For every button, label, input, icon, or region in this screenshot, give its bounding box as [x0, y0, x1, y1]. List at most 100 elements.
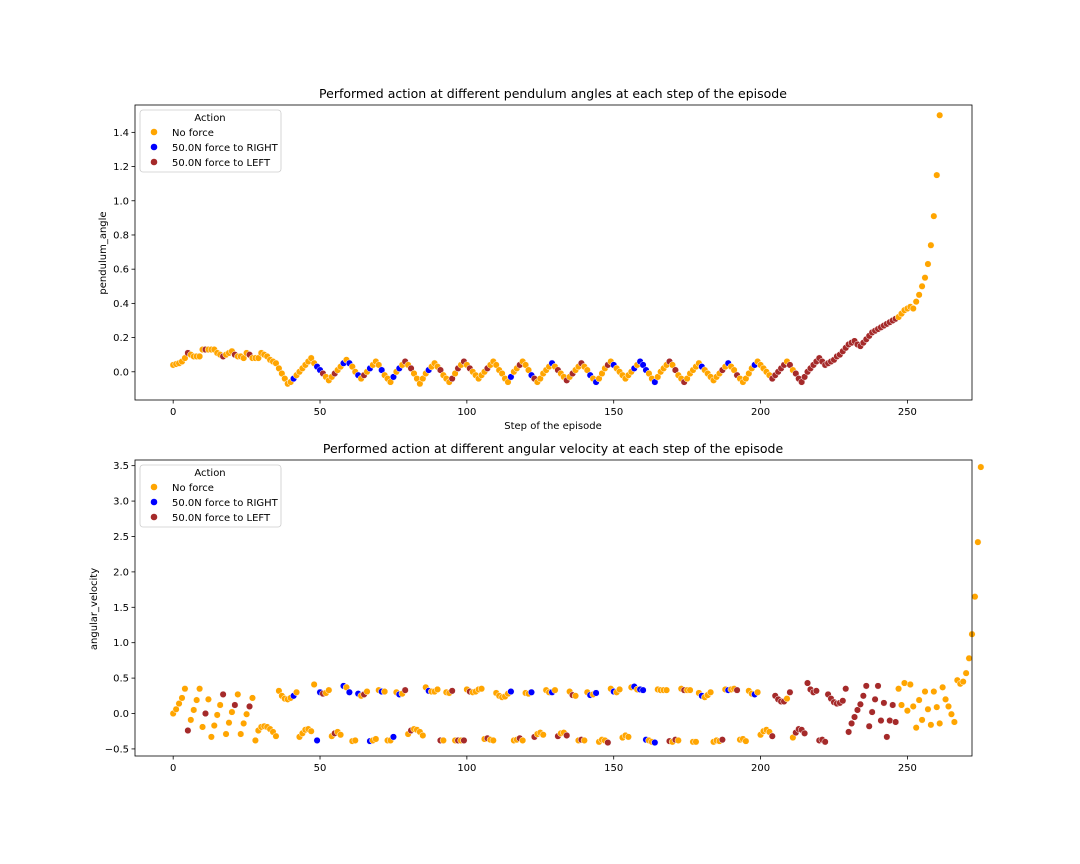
chart-top-legend-marker-left	[150, 158, 158, 166]
data-point-right	[313, 736, 321, 744]
data-point-no-force	[222, 730, 230, 738]
data-point-left	[856, 700, 864, 708]
data-point-right	[651, 739, 659, 747]
data-point-no-force	[272, 732, 280, 740]
y-tick-label: −0.5	[105, 744, 129, 755]
chart-bottom-ylabel: angular_velocity	[89, 568, 100, 650]
data-point-left	[839, 697, 847, 705]
data-point-left	[245, 702, 254, 710]
data-point-no-force	[942, 695, 950, 703]
chart-top-legend-box	[139, 109, 282, 173]
x-tick-label: 100	[457, 763, 476, 774]
data-point-left	[853, 706, 862, 714]
chart-bottom-legend-marker-right	[150, 498, 158, 506]
data-point-no-force	[933, 171, 941, 179]
data-point-left	[877, 717, 885, 725]
data-point-no-force	[187, 716, 195, 724]
chart-bottom-ticks	[131, 465, 908, 760]
y-tick-label: 1.0	[113, 638, 129, 649]
data-point-no-force	[915, 291, 923, 299]
data-point-no-force	[372, 735, 380, 743]
data-point-no-force	[936, 111, 944, 119]
chart-bottom-legend-label-no-force: No force	[172, 483, 214, 494]
chart-top-ylabel: pendulum_angle	[98, 211, 109, 294]
data-point-no-force	[292, 688, 301, 696]
data-point-left	[768, 732, 776, 740]
data-point-no-force	[783, 695, 791, 703]
data-point-right	[345, 688, 353, 696]
chart-top-legend-title: Action	[194, 113, 225, 124]
chart-top-ticks	[131, 131, 908, 404]
chart-top-legend-label-right: 50.0N force to RIGHT	[172, 143, 279, 154]
x-tick-label: 150	[604, 763, 623, 774]
data-point-no-force	[243, 710, 251, 718]
data-point-left	[871, 695, 879, 703]
y-tick-label: 2.0	[113, 567, 129, 578]
data-point-no-force	[225, 719, 233, 727]
data-point-no-force	[351, 736, 359, 744]
data-point-left	[859, 692, 867, 700]
data-point-no-force	[325, 686, 333, 694]
chart-top-axes-frame	[134, 104, 973, 401]
data-point-no-force	[616, 685, 624, 693]
data-point-no-force	[971, 593, 979, 601]
chart-top-ytick-labels: 0.0 0.2 0.4 0.6 0.8 1.0 1.2 1.4	[113, 128, 129, 378]
chart-top-xlabel: Step of the episode	[504, 421, 601, 432]
data-point-no-force	[196, 352, 204, 360]
data-point-no-force	[519, 736, 527, 744]
data-point-left	[845, 728, 853, 736]
data-point-no-force	[754, 688, 762, 696]
data-point-no-force	[936, 719, 944, 727]
data-point-left	[448, 687, 456, 695]
data-point-no-force	[918, 716, 926, 724]
data-point-no-force	[489, 736, 497, 744]
data-point-no-force	[895, 685, 903, 693]
data-point-no-force	[207, 733, 215, 741]
data-point-no-force	[433, 685, 442, 693]
data-point-no-force	[897, 701, 906, 709]
chart-top-legend-label-left: 50.0N force to LEFT	[172, 158, 271, 169]
data-point-no-force	[663, 686, 671, 694]
data-point-no-force	[478, 685, 486, 693]
y-tick-label: 1.0	[113, 196, 129, 207]
data-point-no-force	[903, 707, 911, 715]
data-point-no-force	[213, 711, 221, 719]
y-tick-label: 1.5	[113, 603, 129, 614]
data-point-left	[219, 690, 227, 698]
data-point-left	[604, 739, 612, 747]
data-point-no-force	[927, 241, 935, 249]
x-tick-label: 50	[314, 407, 327, 418]
y-tick-label: 0.0	[113, 367, 129, 378]
y-tick-label: 0.5	[113, 674, 129, 685]
data-point-no-force	[944, 702, 953, 710]
data-point-right	[592, 689, 600, 697]
data-point-no-force	[240, 719, 248, 727]
data-point-no-force	[939, 683, 947, 691]
chart-bottom-legend-box	[139, 464, 282, 528]
data-point-no-force	[686, 686, 694, 694]
data-point-right	[639, 686, 647, 694]
x-tick-label: 250	[898, 407, 917, 418]
chart-bottom-title: Performed action at different angular ve…	[323, 441, 784, 456]
data-point-no-force	[927, 721, 935, 729]
data-point-no-force	[310, 680, 318, 689]
data-point-no-force	[248, 694, 257, 702]
data-point-no-force	[912, 724, 920, 732]
data-point-left	[886, 717, 894, 725]
data-point-no-force	[539, 731, 547, 739]
chart-bottom-legend: Action No force 50.0N force to RIGHT 50.…	[139, 464, 282, 528]
data-point-no-force	[337, 731, 345, 739]
y-tick-label: 1.2	[113, 162, 129, 173]
chart-bottom-xtick-labels: 0 50 100 150 200 250	[170, 763, 917, 774]
data-point-left	[862, 682, 870, 690]
data-point-left	[883, 733, 891, 741]
x-tick-label: 150	[604, 407, 623, 418]
chart-top: Performed action at different pendulum a…	[98, 86, 973, 432]
data-point-no-force	[950, 718, 958, 726]
chart-top-legend-label-no-force: No force	[172, 128, 214, 139]
data-point-no-force	[974, 538, 982, 546]
data-point-no-force	[906, 680, 914, 689]
data-point-no-force	[251, 736, 259, 744]
data-point-left	[812, 687, 820, 695]
data-point-no-force	[439, 736, 447, 744]
